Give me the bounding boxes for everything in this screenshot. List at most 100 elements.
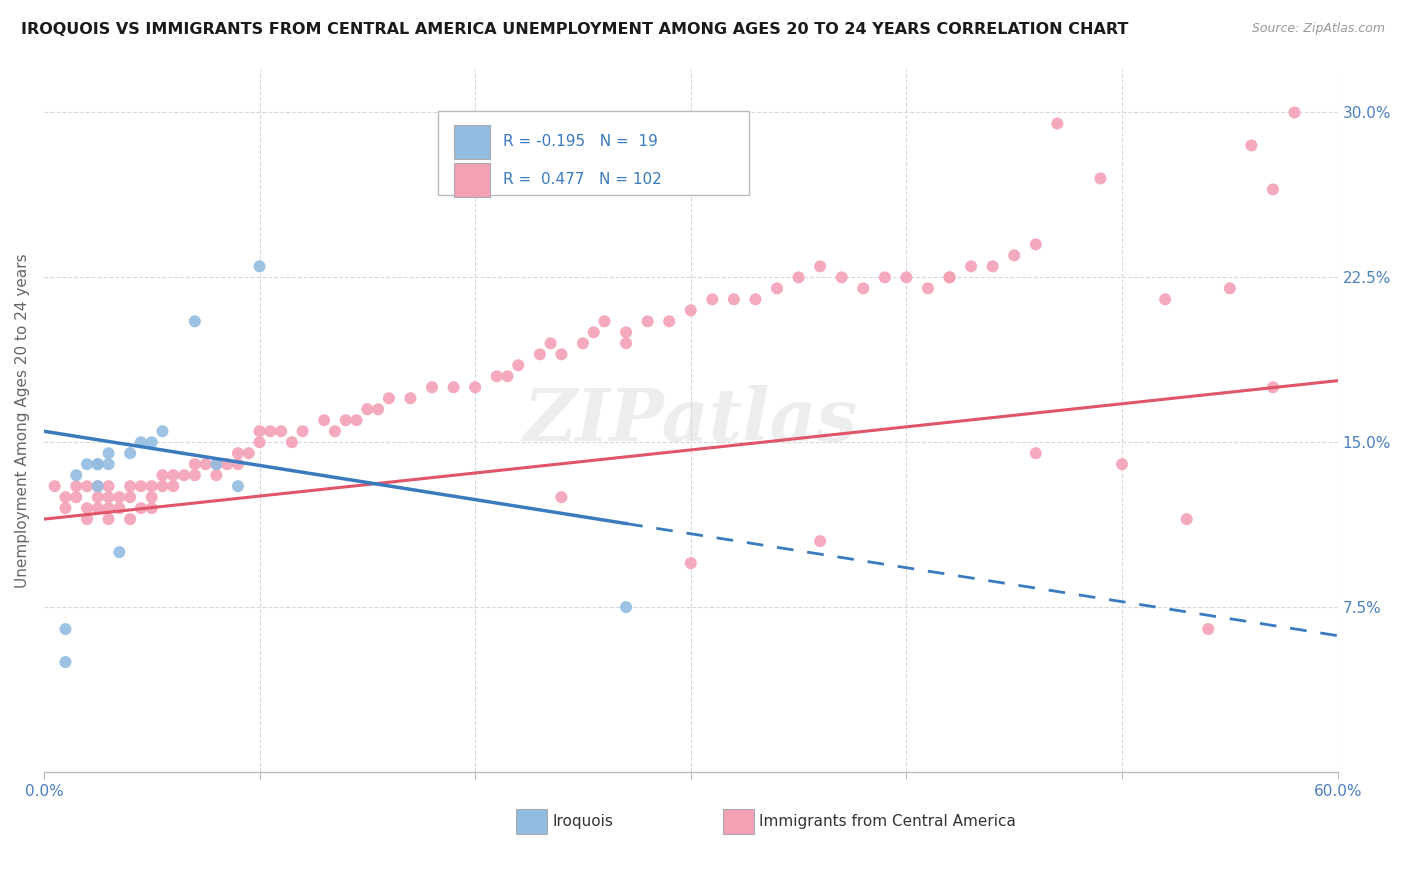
Text: Iroquois: Iroquois xyxy=(553,814,613,829)
Point xyxy=(76,512,98,526)
Point xyxy=(249,435,271,450)
Point xyxy=(76,457,98,471)
FancyBboxPatch shape xyxy=(439,111,749,195)
Point xyxy=(108,501,131,516)
Point xyxy=(259,424,281,438)
Point xyxy=(679,556,702,570)
Point xyxy=(205,457,228,471)
Point xyxy=(291,424,314,438)
Point xyxy=(1046,116,1069,130)
Point xyxy=(65,490,87,504)
FancyBboxPatch shape xyxy=(454,125,491,159)
Point xyxy=(485,369,508,384)
Point xyxy=(1111,457,1133,471)
Point xyxy=(679,303,702,318)
Y-axis label: Unemployment Among Ages 20 to 24 years: Unemployment Among Ages 20 to 24 years xyxy=(15,253,30,588)
Point xyxy=(44,479,66,493)
Point xyxy=(87,490,110,504)
Point xyxy=(152,424,174,438)
Point xyxy=(1261,380,1284,394)
Point xyxy=(658,314,681,328)
Text: Source: ZipAtlas.com: Source: ZipAtlas.com xyxy=(1251,22,1385,36)
Point xyxy=(464,380,486,394)
Point xyxy=(108,545,131,559)
Point xyxy=(65,468,87,483)
Point xyxy=(120,479,142,493)
Point xyxy=(1175,512,1198,526)
Point xyxy=(141,435,163,450)
Point xyxy=(529,347,551,361)
Point xyxy=(614,600,637,615)
Point xyxy=(896,270,918,285)
Point xyxy=(87,501,110,516)
Point xyxy=(184,314,207,328)
Point xyxy=(582,326,605,340)
Point xyxy=(55,501,77,516)
Point xyxy=(281,435,304,450)
Point xyxy=(141,490,163,504)
Point xyxy=(249,424,271,438)
Point xyxy=(97,501,120,516)
FancyBboxPatch shape xyxy=(723,808,754,834)
Point xyxy=(226,446,249,460)
Point xyxy=(87,479,110,493)
Point xyxy=(723,293,745,307)
Point xyxy=(335,413,357,427)
Point xyxy=(129,479,152,493)
Point xyxy=(960,260,983,274)
Point xyxy=(194,457,217,471)
Point xyxy=(981,260,1004,274)
Point xyxy=(808,534,831,549)
Point xyxy=(87,479,110,493)
Point xyxy=(938,270,960,285)
Point xyxy=(205,457,228,471)
Point xyxy=(550,347,572,361)
Point xyxy=(787,270,810,285)
Point xyxy=(55,490,77,504)
Point xyxy=(226,457,249,471)
Point xyxy=(399,391,422,405)
Point xyxy=(249,260,271,274)
Point xyxy=(184,468,207,483)
Point xyxy=(873,270,896,285)
Point xyxy=(508,359,530,373)
Point xyxy=(496,369,519,384)
Point xyxy=(572,336,595,351)
Point xyxy=(97,490,120,504)
Point xyxy=(87,457,110,471)
Point xyxy=(1002,248,1025,262)
Text: ZIPatlas: ZIPatlas xyxy=(523,384,858,456)
Point xyxy=(1154,293,1177,307)
Point xyxy=(1197,622,1219,636)
Point xyxy=(1025,237,1047,252)
Point xyxy=(314,413,336,427)
Point xyxy=(808,260,831,274)
Point xyxy=(120,512,142,526)
Point xyxy=(97,446,120,460)
Point xyxy=(744,293,766,307)
Text: Immigrants from Central America: Immigrants from Central America xyxy=(759,814,1017,829)
FancyBboxPatch shape xyxy=(516,808,547,834)
Point xyxy=(593,314,616,328)
Point xyxy=(141,501,163,516)
Point xyxy=(614,336,637,351)
Point xyxy=(76,501,98,516)
Point xyxy=(637,314,659,328)
Point xyxy=(55,655,77,669)
Point xyxy=(323,424,346,438)
FancyBboxPatch shape xyxy=(454,163,491,197)
Point xyxy=(108,490,131,504)
Point xyxy=(238,446,260,460)
Point xyxy=(76,479,98,493)
Text: R = -0.195   N =  19: R = -0.195 N = 19 xyxy=(503,135,658,150)
Point xyxy=(141,479,163,493)
Point xyxy=(917,281,939,295)
Point xyxy=(614,326,637,340)
Point xyxy=(120,490,142,504)
Point xyxy=(217,457,239,471)
Point xyxy=(205,468,228,483)
Point xyxy=(1284,105,1306,120)
Point xyxy=(162,468,184,483)
Point xyxy=(184,457,207,471)
Point xyxy=(702,293,724,307)
